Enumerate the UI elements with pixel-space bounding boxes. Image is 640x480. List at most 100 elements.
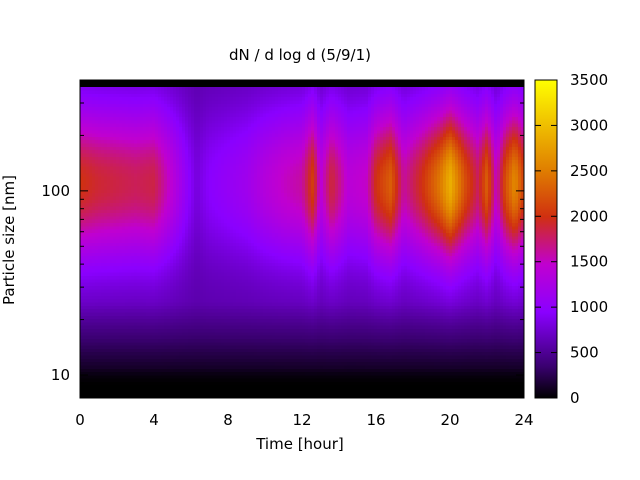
heatmap-cell bbox=[146, 318, 150, 323]
heatmap-cell bbox=[134, 298, 138, 303]
heatmap-cell bbox=[155, 295, 159, 300]
heatmap-cell bbox=[179, 311, 183, 316]
heatmap-cell bbox=[215, 301, 219, 306]
heatmap-cell bbox=[173, 202, 177, 207]
heatmap-cell bbox=[194, 89, 198, 94]
heatmap-cell bbox=[167, 215, 171, 220]
heatmap-cell bbox=[146, 351, 150, 356]
heatmap-cell bbox=[182, 93, 186, 98]
heatmap-cell bbox=[182, 212, 186, 217]
heatmap-cell bbox=[194, 192, 198, 197]
heatmap-cell bbox=[155, 152, 159, 157]
heatmap-cell bbox=[206, 93, 210, 98]
heatmap-cell bbox=[221, 156, 225, 161]
heatmap-cell bbox=[80, 272, 84, 277]
heatmap-cell bbox=[230, 308, 234, 313]
heatmap-cell bbox=[134, 364, 138, 369]
heatmap-cell bbox=[191, 172, 195, 177]
heatmap-cell bbox=[194, 374, 198, 379]
heatmap-cell bbox=[125, 325, 129, 330]
heatmap-cell bbox=[200, 156, 204, 161]
heatmap-cell bbox=[233, 335, 237, 339]
heatmap-cell bbox=[233, 345, 237, 349]
heatmap-cell bbox=[191, 258, 195, 263]
heatmap-cell bbox=[149, 83, 153, 88]
heatmap-cell bbox=[167, 142, 171, 147]
heatmap-cell bbox=[179, 331, 183, 336]
heatmap-cell bbox=[113, 285, 117, 290]
heatmap-cell bbox=[173, 394, 177, 398]
heatmap-cell bbox=[200, 268, 204, 273]
heatmap-cell bbox=[152, 186, 156, 190]
heatmap-cell bbox=[140, 119, 144, 124]
heatmap-cell bbox=[206, 192, 210, 197]
heatmap-cell bbox=[83, 315, 87, 320]
heatmap-cell bbox=[200, 318, 204, 323]
heatmap-cell bbox=[176, 282, 180, 286]
heatmap-cell bbox=[194, 315, 198, 320]
heatmap-cell bbox=[107, 123, 111, 127]
heatmap-cell bbox=[98, 202, 102, 207]
heatmap-cell bbox=[203, 195, 207, 200]
heatmap-cell bbox=[221, 265, 225, 270]
heatmap-cell bbox=[83, 182, 87, 187]
heatmap-cell bbox=[116, 258, 120, 263]
heatmap-cell bbox=[161, 142, 165, 147]
heatmap-cell bbox=[167, 368, 171, 373]
heatmap-cell bbox=[224, 321, 228, 326]
heatmap-cell bbox=[188, 265, 192, 270]
heatmap-cell bbox=[185, 381, 189, 386]
heatmap-cell bbox=[104, 109, 108, 114]
heatmap-cell bbox=[158, 126, 162, 131]
heatmap-cell bbox=[206, 136, 210, 141]
heatmap-cell bbox=[104, 113, 108, 118]
heatmap-cell bbox=[98, 364, 102, 369]
heatmap-cell bbox=[206, 272, 210, 277]
heatmap-cell bbox=[116, 278, 120, 283]
heatmap-cell bbox=[203, 335, 207, 339]
heatmap-cell bbox=[137, 166, 141, 171]
heatmap-cell bbox=[128, 248, 132, 253]
heatmap-cell bbox=[197, 116, 201, 121]
heatmap-cell bbox=[110, 166, 114, 171]
heatmap-cell bbox=[131, 146, 135, 151]
heatmap-cell bbox=[134, 341, 138, 346]
heatmap-cell bbox=[95, 255, 99, 260]
heatmap-cell bbox=[185, 354, 189, 359]
heatmap-cell bbox=[116, 235, 120, 240]
heatmap-cell bbox=[128, 209, 132, 214]
heatmap-cell bbox=[149, 146, 153, 151]
heatmap-cell bbox=[122, 341, 126, 346]
heatmap-cell bbox=[197, 235, 201, 240]
heatmap-cell bbox=[146, 129, 150, 134]
heatmap-cell bbox=[86, 245, 90, 250]
heatmap-cell bbox=[122, 298, 126, 303]
heatmap-cell bbox=[197, 248, 201, 253]
heatmap-cell bbox=[95, 116, 99, 121]
heatmap-cell bbox=[224, 265, 228, 270]
heatmap-cell bbox=[224, 384, 228, 389]
heatmap-cell bbox=[101, 275, 105, 280]
heatmap-cell bbox=[125, 215, 129, 220]
heatmap-cell bbox=[98, 225, 102, 230]
heatmap-cell bbox=[191, 219, 195, 224]
heatmap-cell bbox=[182, 298, 186, 303]
heatmap-cell bbox=[137, 295, 141, 300]
heatmap-cell bbox=[161, 394, 165, 398]
heatmap-cell bbox=[119, 133, 123, 137]
heatmap-cell bbox=[188, 341, 192, 346]
heatmap-cell bbox=[98, 371, 102, 376]
heatmap-cell bbox=[200, 311, 204, 316]
heatmap-cell bbox=[155, 341, 159, 346]
heatmap-cell bbox=[113, 318, 117, 323]
heatmap-cell bbox=[155, 136, 159, 141]
heatmap-cell bbox=[113, 245, 117, 250]
heatmap-cell bbox=[221, 186, 225, 190]
heatmap-cell bbox=[224, 149, 228, 154]
heatmap-cell bbox=[233, 89, 237, 94]
heatmap-cell bbox=[92, 361, 96, 366]
heatmap-cell bbox=[101, 245, 105, 250]
heatmap-cell bbox=[167, 258, 171, 263]
heatmap-cell bbox=[218, 262, 222, 267]
heatmap-cell bbox=[104, 371, 108, 376]
